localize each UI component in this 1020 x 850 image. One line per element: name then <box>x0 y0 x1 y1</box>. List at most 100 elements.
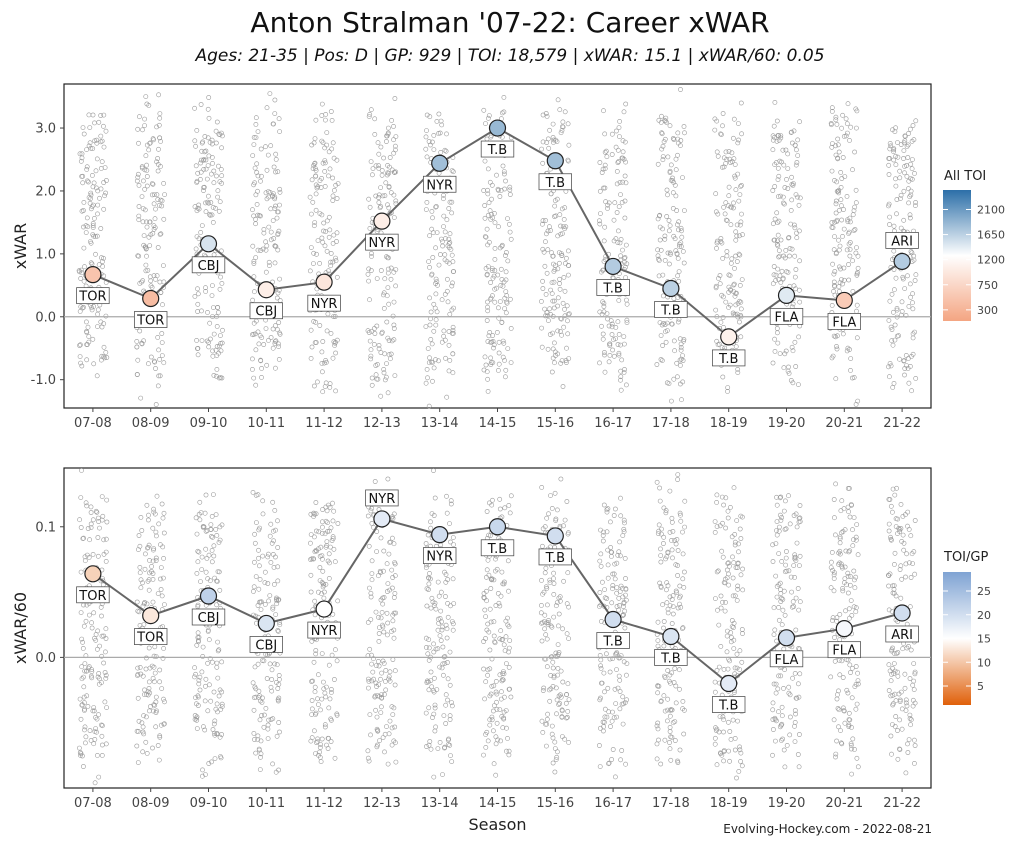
background-point <box>894 307 900 313</box>
background-point <box>665 549 671 555</box>
background-point <box>893 275 899 281</box>
background-point <box>797 299 803 305</box>
background-point <box>431 711 437 717</box>
background-point <box>566 248 571 254</box>
background-point <box>156 521 162 527</box>
background-point <box>848 742 854 748</box>
background-point <box>673 193 679 199</box>
background-point <box>143 655 149 661</box>
background-point <box>603 199 608 205</box>
background-point <box>661 534 667 540</box>
background-point <box>617 119 622 124</box>
background-point <box>446 236 452 242</box>
background-point <box>772 336 777 342</box>
background-point <box>606 760 612 766</box>
background-point <box>564 631 570 637</box>
background-point <box>431 641 436 647</box>
background-point <box>720 599 725 605</box>
background-point <box>616 331 622 337</box>
background-point <box>545 346 551 352</box>
background-point <box>667 603 673 608</box>
background-point <box>485 264 491 269</box>
background-point <box>675 548 681 553</box>
background-point <box>660 143 666 149</box>
background-point <box>151 223 157 229</box>
background-point <box>275 564 281 570</box>
background-point <box>200 524 206 529</box>
background-point <box>310 199 316 205</box>
background-point <box>889 338 895 344</box>
background-point <box>912 170 917 176</box>
background-point <box>492 245 498 251</box>
background-point <box>374 323 380 329</box>
background-point <box>788 221 794 227</box>
background-point <box>788 714 793 720</box>
background-point <box>559 206 565 212</box>
background-point <box>665 192 670 198</box>
background-point <box>564 692 569 698</box>
background-point <box>136 213 142 219</box>
background-point <box>209 548 215 553</box>
background-point <box>787 521 793 527</box>
background-point <box>368 590 374 596</box>
background-point <box>846 241 852 247</box>
background-point <box>903 770 909 776</box>
background-point <box>553 654 559 659</box>
background-point <box>368 594 374 600</box>
background-point <box>675 222 680 228</box>
background-point <box>732 542 738 548</box>
background-point <box>788 377 794 383</box>
background-point <box>835 706 841 711</box>
background-point <box>443 622 449 628</box>
background-point <box>712 519 718 524</box>
data-point <box>835 291 853 310</box>
background-point <box>664 119 669 125</box>
background-point <box>500 163 506 169</box>
background-point <box>797 195 803 201</box>
background-point <box>322 724 328 730</box>
background-point <box>101 112 107 118</box>
background-point <box>386 205 392 211</box>
background-point <box>84 215 90 221</box>
background-point <box>614 714 619 720</box>
background-point <box>735 370 741 375</box>
background-point <box>95 307 101 313</box>
background-point <box>736 769 742 774</box>
background-point <box>664 214 670 219</box>
background-point <box>372 331 378 336</box>
background-point <box>557 523 563 529</box>
background-point <box>847 582 853 588</box>
background-point <box>253 122 259 127</box>
background-point <box>500 283 506 289</box>
background-point <box>508 694 514 700</box>
background-point <box>504 293 510 299</box>
background-point <box>720 714 726 720</box>
background-point <box>565 318 570 324</box>
background-point <box>617 539 622 545</box>
team-label: NYR <box>311 624 338 639</box>
background-point <box>136 609 142 615</box>
team-label-box <box>133 628 168 645</box>
background-point <box>104 178 109 183</box>
background-point <box>776 582 782 588</box>
background-point <box>492 299 498 305</box>
team-label-box <box>76 287 110 305</box>
background-point <box>253 255 259 260</box>
background-point <box>656 522 662 528</box>
background-point <box>154 192 160 198</box>
background-point <box>617 589 623 594</box>
background-point <box>373 707 378 713</box>
background-point <box>495 187 501 193</box>
background-point <box>504 725 509 731</box>
background-point <box>307 268 313 274</box>
background-point <box>270 345 276 351</box>
background-point <box>427 355 432 361</box>
background-point <box>771 123 777 129</box>
background-point <box>207 320 213 326</box>
background-point <box>90 517 96 523</box>
background-point <box>900 514 906 519</box>
background-point <box>621 156 627 162</box>
background-point <box>151 546 157 551</box>
background-point <box>317 749 322 755</box>
background-point <box>837 612 843 617</box>
